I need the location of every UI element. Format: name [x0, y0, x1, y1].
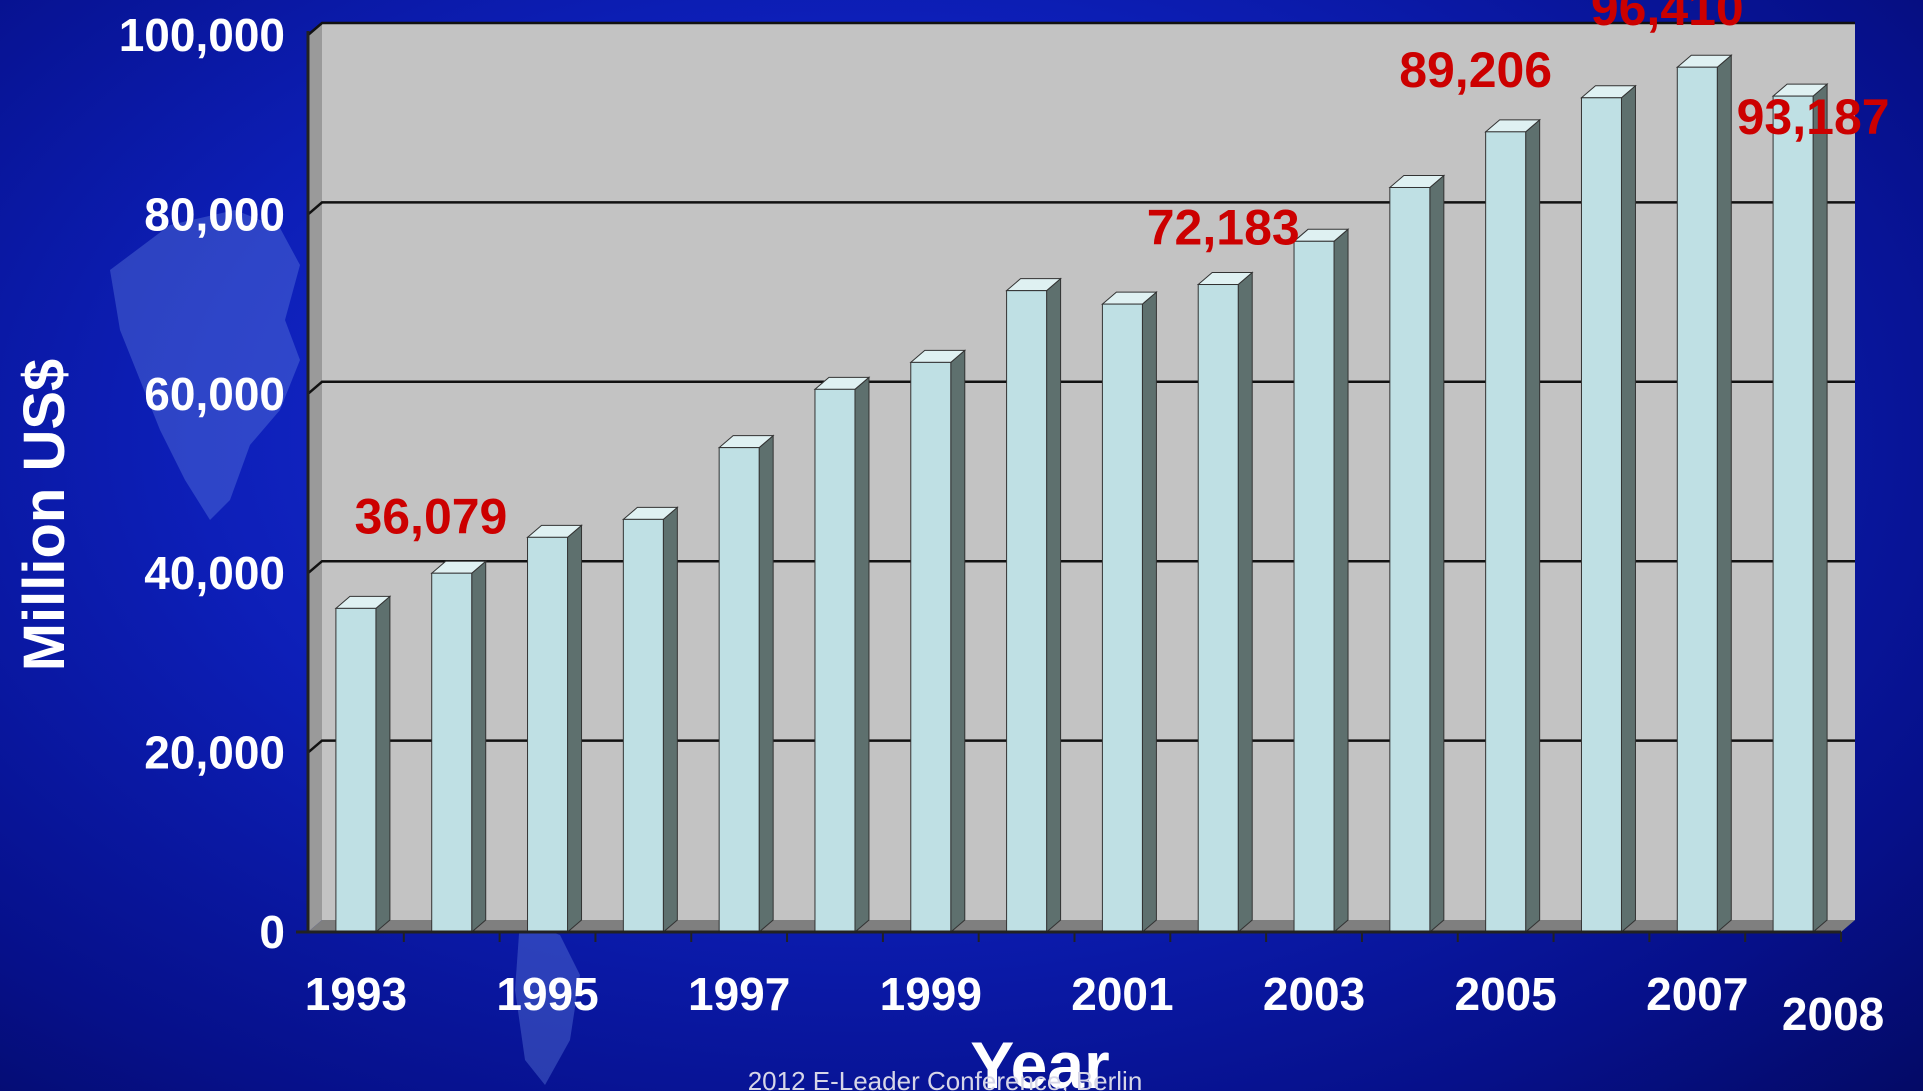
bar [813, 376, 871, 934]
bar [1292, 228, 1350, 934]
x-tick-label: 1995 [496, 968, 598, 1020]
x-tick-label: 2001 [1071, 968, 1173, 1020]
data-label: 72,183 [1147, 200, 1300, 256]
background-map [110, 210, 580, 1085]
bar [430, 560, 488, 934]
bar [1005, 277, 1062, 934]
y-tick-labels: 0 20,000 40,000 60,000 80,000 100,000 [119, 9, 285, 958]
bar [526, 524, 583, 934]
x-tick-label: 1999 [880, 968, 982, 1020]
bar [1675, 54, 1733, 934]
bar [1580, 84, 1637, 934]
y-tick-label: 0 [259, 906, 285, 958]
x-tick-label: 1997 [688, 968, 790, 1020]
bar [1388, 174, 1446, 934]
gridline [307, 21, 1855, 36]
bar [1771, 83, 1829, 934]
bar [909, 349, 967, 934]
axes [296, 31, 1842, 942]
x-tick-label: 2003 [1263, 968, 1365, 1020]
bar [1484, 118, 1542, 934]
y-tick-label: 40,000 [144, 547, 285, 599]
bar [334, 595, 392, 934]
x-tick-label: 2005 [1454, 968, 1556, 1020]
data-label: 96,410 [1591, 0, 1744, 36]
y-tick-label: 60,000 [144, 368, 285, 420]
x-tick-label: 2008 [1782, 988, 1884, 1040]
y-tick-label: 100,000 [119, 9, 285, 61]
y-axis-title: Million US$ [12, 359, 77, 672]
x-axis-title: Year [970, 1028, 1109, 1091]
data-labels: 36,079 72,183 89,206 96,410 93,187 [354, 0, 1889, 544]
plot-left-wall [308, 23, 322, 932]
gridline [307, 201, 1855, 216]
footer-text: 2012 E-Leader Conference, Berlin [748, 1066, 1143, 1091]
data-label: 89,206 [1399, 42, 1552, 98]
y-tick-label: 80,000 [144, 188, 285, 240]
plot-back-wall [322, 23, 1855, 920]
y-tick-label: 20,000 [144, 727, 285, 779]
data-label: 36,079 [354, 488, 507, 544]
bar [1101, 291, 1158, 934]
x-tick-label: 1993 [305, 968, 407, 1020]
x-tick-labels: 1993 1995 1997 1999 2001 2003 2005 2007 2008 [305, 968, 1885, 1040]
bar [621, 506, 679, 934]
plot-floor [308, 920, 1855, 932]
data-label: 93,187 [1737, 89, 1890, 145]
bars [334, 54, 1829, 934]
bar [717, 434, 775, 934]
bar [1196, 271, 1254, 934]
x-tick-label: 2007 [1646, 968, 1748, 1020]
